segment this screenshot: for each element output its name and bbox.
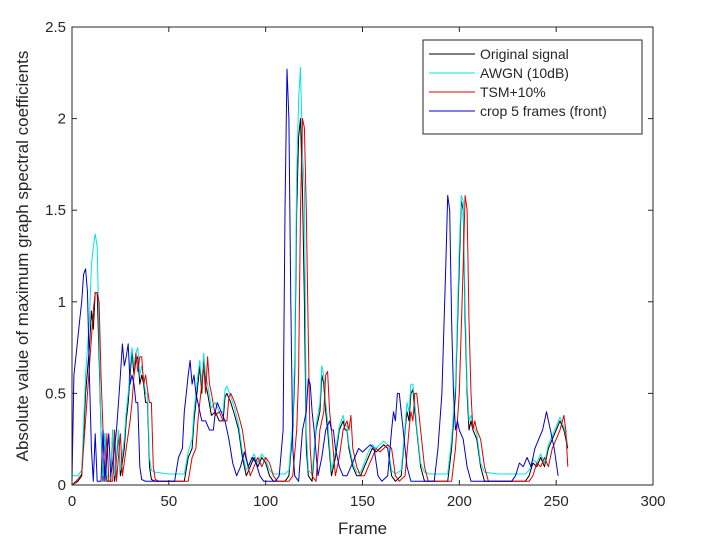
legend-label: AWGN (10dB) (480, 65, 569, 81)
x-tick-label: 150 (350, 493, 375, 510)
x-axis-label: Frame (338, 519, 387, 538)
legend-box (422, 39, 643, 135)
y-tick-label: 1.5 (45, 202, 66, 219)
legend-label: TSM+10% (480, 84, 546, 100)
y-axis-label: Absolute value of maximum graph spectral… (13, 51, 32, 462)
y-tick-label: 0 (58, 477, 66, 494)
series-layer (71, 66, 569, 486)
x-tick-label: 0 (68, 493, 76, 510)
y-tick-label: 2.5 (45, 19, 66, 36)
x-tick-label: 50 (160, 493, 177, 510)
ticks-layer: 0 50 100 150 200 250 300 0 0.5 1 1.5 2 2.5 (45, 19, 665, 510)
series-line-2 (72, 66, 569, 477)
series-line-3 (71, 118, 569, 486)
x-tick-label: 250 (544, 493, 569, 510)
legend-label: crop 5 frames (front) (480, 103, 607, 119)
x-tick-label: 100 (253, 493, 278, 510)
series-line-4 (71, 68, 559, 482)
x-tick-label: 200 (447, 493, 472, 510)
legend: Original signal AWGN (10dB) TSM+10% crop 5 … (422, 39, 643, 135)
y-tick-label: 1 (58, 294, 66, 311)
y-tick-label: 0.5 (45, 385, 66, 402)
x-tick-label: 300 (640, 493, 665, 510)
y-tick-label: 2 (58, 111, 66, 128)
legend-label: Original signal (480, 46, 569, 62)
